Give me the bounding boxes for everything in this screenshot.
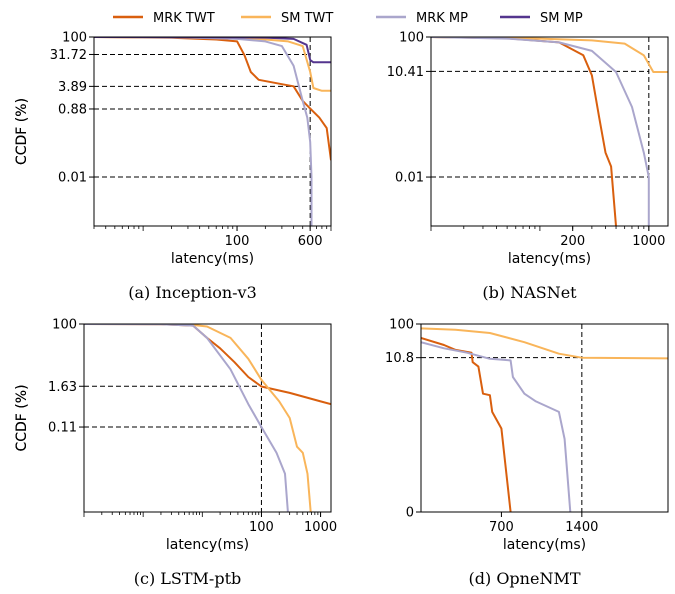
- legend: MRK TWT SM TWT MRK MP SM MP: [113, 11, 583, 26]
- plot-frame: [420, 323, 669, 513]
- panel-caption: (b) NASNet: [482, 283, 577, 302]
- y-tick-label: 31.72: [50, 48, 87, 63]
- y-axis-label: CCDF (%): [14, 384, 30, 451]
- y-tick-label: 0: [406, 506, 414, 521]
- x-axis-label: latency(ms): [166, 537, 249, 553]
- x-axis-label: latency(ms): [508, 251, 591, 267]
- plot-frame: [430, 36, 669, 227]
- y-axis-label: CCDF (%): [14, 98, 30, 165]
- series-line-mrk-mp: [431, 37, 650, 226]
- x-tick-label: 700: [489, 520, 514, 535]
- y-tick-label: 0.88: [58, 102, 87, 117]
- series-line-mrk-mp: [94, 37, 313, 226]
- panel-caption: (c) LSTM-ptb: [134, 569, 242, 588]
- x-tick-label: 100: [249, 520, 274, 535]
- x-axis-label: latency(ms): [503, 537, 586, 553]
- plot-frame: [93, 36, 332, 227]
- legend-label-sm-mp: SM MP: [540, 11, 583, 26]
- series-line-sm-twt: [421, 327, 668, 360]
- y-tick-label: 1.63: [48, 380, 77, 395]
- panel-nasnet: 200 1000 100 10.41 0.01 latency(ms) CCDF (%) (b…: [14, 31, 669, 302]
- x-tick-label: 1000: [304, 520, 337, 535]
- x-tick-label: 1000: [632, 234, 665, 249]
- y-tick-label: 100: [399, 31, 424, 46]
- series-line-sm-twt: [94, 37, 331, 92]
- panel-caption: (d) OpneNMT: [469, 569, 581, 588]
- series-line-mrk-mp: [84, 324, 289, 512]
- y-tick-label: 10.8: [385, 351, 414, 366]
- y-axis-label: CCDF (%): [14, 384, 30, 451]
- series-line-sm-twt: [84, 324, 312, 512]
- series-line-mrk-twt: [421, 336, 512, 512]
- y-tick-label: 0.01: [58, 171, 87, 186]
- x-axis-label: latency(ms): [171, 251, 254, 267]
- series-line-mrk-twt: [431, 37, 617, 226]
- legend-label-mrk-twt: MRK TWT: [153, 11, 215, 26]
- panel-inception-v3: 100 600 100 31.72 3.89 0.88 0.01 latency(ms) CCD…: [14, 31, 332, 302]
- y-tick-label: 100: [52, 318, 77, 333]
- legend-label-sm-twt: SM TWT: [281, 11, 333, 26]
- x-tick-label: 1400: [565, 520, 598, 535]
- series-line-sm-twt: [431, 37, 668, 73]
- y-tick-label: 100: [389, 318, 414, 333]
- series-line-mrk-twt: [94, 37, 331, 161]
- y-tick-label: 3.89: [58, 80, 87, 95]
- panel-lstm-ptb: 100 1000 100 1.63 0.11 latency(ms) CCDF (%) (c)…: [14, 318, 337, 589]
- x-tick-label: 100: [225, 234, 250, 249]
- plot-frame: [83, 323, 332, 513]
- x-tick-label: 600: [298, 234, 323, 249]
- x-tick-label: 200: [560, 234, 585, 249]
- series-line-mrk-mp: [421, 341, 572, 512]
- panel-opennmt: 700 1400 100 10.8 0 latency(ms) CCDF (%) (d) Op…: [14, 318, 669, 588]
- series-line-mrk-twt: [84, 324, 331, 406]
- y-axis-label: CCDF (%): [14, 98, 30, 165]
- y-tick-label: 0.01: [395, 171, 424, 186]
- series-line-sm-mp: [94, 37, 331, 64]
- y-tick-label: 0.11: [48, 421, 77, 436]
- y-tick-label: 100: [62, 31, 87, 46]
- panel-caption: (a) Inception-v3: [128, 283, 257, 302]
- y-tick-label: 10.41: [387, 65, 424, 80]
- legend-label-mrk-mp: MRK MP: [416, 11, 468, 26]
